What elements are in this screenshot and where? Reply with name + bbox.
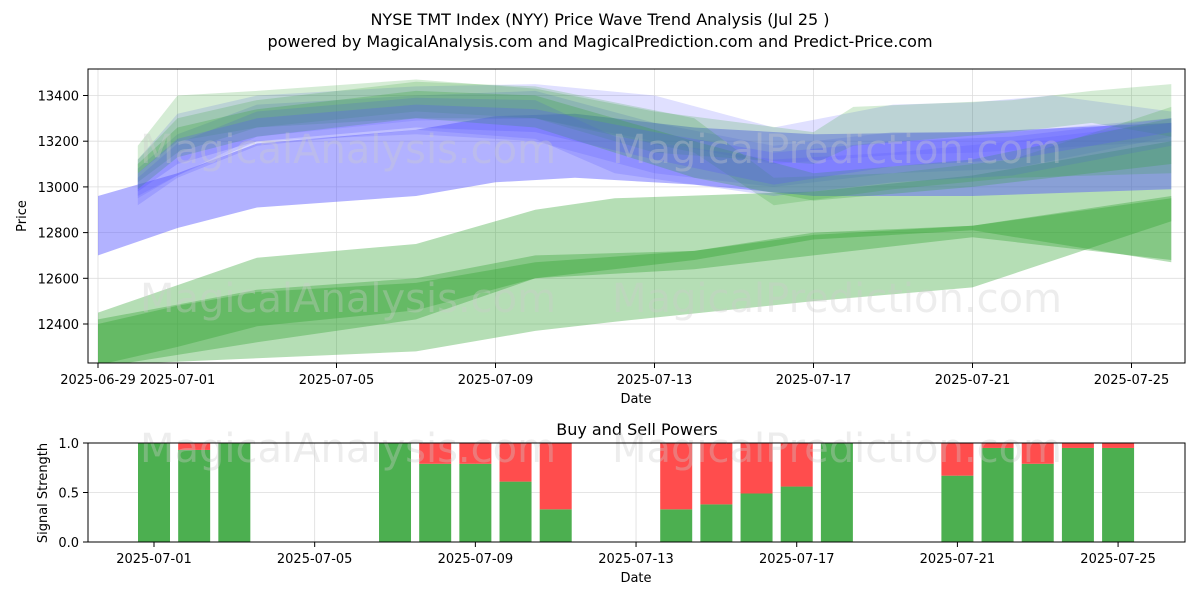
buy-power-bar [218, 443, 251, 542]
watermark-prediction: MagicalPrediction.com [612, 276, 1062, 322]
price-y-tick-label: 13200 [38, 135, 79, 150]
signal-x-axis-label: Date [620, 571, 651, 586]
price-x-tick-label: 2025-07-05 [299, 373, 375, 388]
buy-power-bar [941, 475, 974, 542]
price-plot-frame [87, 68, 1186, 364]
price-bands [98, 79, 1172, 363]
sell-power-bar [941, 443, 974, 476]
sell-power-bar [660, 443, 693, 510]
sell-power-bar [499, 443, 532, 482]
watermark-analysis: MagicalAnalysis.com [140, 127, 556, 173]
signal-plot: Buy and Sell Powers MagicalAnalysis.com … [36, 420, 1186, 586]
signal-bars [138, 443, 1135, 542]
buy-power-bar [379, 443, 412, 542]
buy-power-bar [539, 509, 572, 542]
sell-power-bar [780, 443, 813, 487]
sell-power-bar [419, 443, 452, 464]
price-x-axis-label: Date [620, 392, 651, 407]
price-y-tick-label: 12400 [38, 318, 79, 333]
price-y-axis-label: Price [15, 200, 30, 232]
watermark-analysis: MagicalAnalysis.com [140, 276, 556, 322]
buy-power-bar [178, 449, 211, 542]
watermark-prediction: MagicalPrediction.com [612, 127, 1062, 173]
price-axes-ticks: 2025-06-29 2025-07-01 2025-07-05 2025-07-09… [38, 90, 1170, 389]
price-grid [88, 69, 1185, 363]
signal-axes-ticks: 2025-07-01 2025-07-05 2025-07-09 2025-07-13… [58, 437, 1156, 567]
green-wave-band [137, 81, 1172, 206]
buy-power-bar [1102, 447, 1135, 542]
price-y-tick-label: 12600 [38, 272, 79, 287]
blue-wave-band [137, 97, 1172, 206]
blue-wave-band [137, 104, 1172, 192]
buy-power-bar [138, 443, 170, 542]
signal-x-tick-label: 2025-07-01 [116, 552, 192, 567]
buy-power-bar [660, 509, 693, 542]
price-y-tick-label: 13000 [38, 181, 79, 196]
sell-power-bar [459, 443, 492, 464]
signal-x-tick-label: 2025-07-21 [920, 552, 996, 567]
price-x-tick-label: 2025-07-01 [140, 373, 216, 388]
green-wave-band [98, 196, 1172, 363]
signal-x-tick-label: 2025-07-05 [277, 552, 353, 567]
blue-wave-band [98, 113, 1172, 256]
price-y-tick-label: 12800 [38, 227, 79, 242]
price-x-tick-label: 2025-07-21 [935, 373, 1011, 388]
buy-power-bar [820, 443, 853, 542]
chart-title: NYSE TMT Index (NYY) Price Wave Trend An… [370, 10, 829, 29]
price-x-tick-label: 2025-07-09 [458, 373, 534, 388]
buy-power-bar [419, 463, 452, 542]
sell-power-bar [981, 443, 1014, 448]
signal-y-tick-label: 0.0 [58, 536, 79, 551]
sell-power-bar [740, 443, 773, 494]
signal-x-tick-label: 2025-07-09 [438, 552, 514, 567]
green-wave-band [137, 79, 1172, 174]
green-wave-band [98, 141, 1172, 363]
signal-title: Buy and Sell Powers [556, 420, 718, 439]
signal-x-tick-label: 2025-07-17 [759, 552, 835, 567]
buy-power-bar [981, 447, 1014, 542]
sell-power-bar [539, 443, 572, 510]
price-y-tick-label: 13400 [38, 90, 79, 105]
sell-power-bar [700, 443, 733, 505]
signal-y-tick-label: 0.5 [58, 487, 79, 502]
sell-power-bar [1061, 443, 1094, 448]
watermark-analysis: MagicalAnalysis.com [140, 426, 556, 472]
buy-power-bar [1061, 447, 1094, 542]
buy-power-bar [499, 481, 532, 542]
chart-subtitle: powered by MagicalAnalysis.com and Magic… [267, 32, 932, 51]
buy-power-bar [780, 486, 813, 542]
blue-wave-band [137, 84, 1172, 199]
price-plot: MagicalAnalysis.com MagicalPrediction.co… [15, 68, 1186, 407]
green-wave-band [98, 198, 1172, 363]
price-x-tick-label: 2025-07-25 [1094, 373, 1170, 388]
green-wave-band [137, 90, 1172, 201]
signal-y-axis-label: Signal Strength [36, 443, 51, 543]
buy-power-bar [700, 504, 733, 542]
price-x-tick-label: 2025-07-17 [776, 373, 852, 388]
signal-x-tick-label: 2025-07-25 [1080, 552, 1156, 567]
price-x-tick-label: 2025-07-13 [617, 373, 693, 388]
price-x-tick-label: 2025-06-29 [60, 373, 136, 388]
signal-y-tick-label: 1.0 [58, 437, 79, 452]
sell-power-bar [1102, 443, 1135, 448]
sell-power-bar [1021, 443, 1054, 464]
signal-x-tick-label: 2025-07-13 [598, 552, 674, 567]
blue-wave-band [137, 90, 1172, 196]
buy-power-bar [740, 493, 773, 542]
buy-power-bar [1021, 463, 1054, 542]
watermark-prediction: MagicalPrediction.com [612, 426, 1062, 472]
sell-power-bar [178, 443, 211, 450]
buy-power-bar [459, 463, 492, 542]
